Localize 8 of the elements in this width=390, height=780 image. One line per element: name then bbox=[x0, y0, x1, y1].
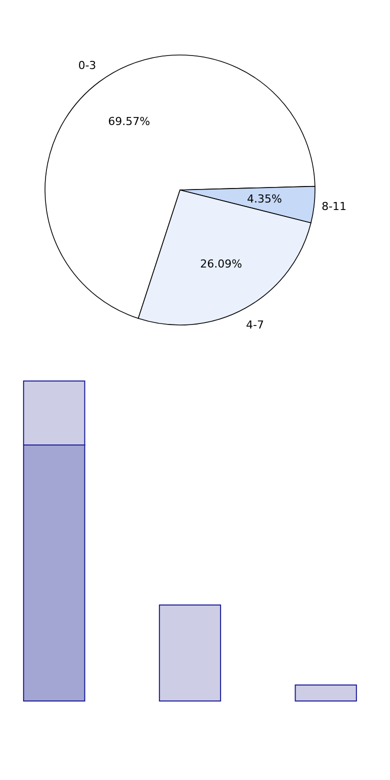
data-label: 26.09% bbox=[200, 257, 242, 270]
slice-label: 4-7 bbox=[246, 318, 264, 332]
slice-label: 8-11 bbox=[322, 200, 347, 213]
bar bbox=[294, 684, 357, 702]
data-label: 4.35% bbox=[247, 192, 282, 206]
bar bbox=[158, 604, 222, 702]
data-label: 69.57% bbox=[108, 114, 150, 128]
slice-label: 0-3 bbox=[78, 58, 96, 72]
